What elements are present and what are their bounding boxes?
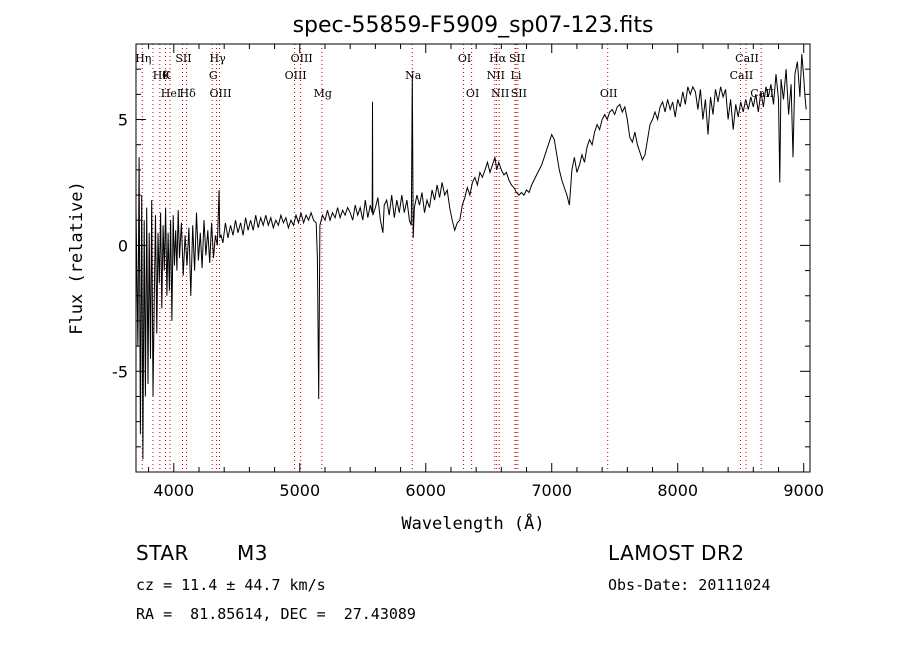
marker-label: NII xyxy=(487,69,505,82)
object-class: STAR xyxy=(136,541,189,565)
marker-label: Na xyxy=(405,69,422,82)
object-subclass: M3 xyxy=(237,541,268,565)
x-tick-label: 4000 xyxy=(153,481,194,500)
coordinates: RA = 81.85614, DEC = 27.43089 xyxy=(136,605,416,623)
observation-date: Obs-Date: 20111024 xyxy=(608,576,771,594)
spectral-line-markers: HηHθKHeISIIHδGHγOIIIOIIIOIIIMgNaOIOINIIH… xyxy=(135,44,774,472)
marker-label: OIII xyxy=(209,87,231,100)
marker-label: OIII xyxy=(285,69,307,82)
marker-label: CaII xyxy=(735,52,759,65)
y-tick-label: -5 xyxy=(112,362,128,381)
marker-label: OI xyxy=(466,87,479,100)
spectrum-line xyxy=(135,54,807,460)
marker-label: Hδ xyxy=(180,87,197,100)
marker-label: Hα xyxy=(489,52,507,65)
marker-label: OIII xyxy=(291,52,313,65)
marker-label: CaII xyxy=(730,69,754,82)
marker-label: HeI xyxy=(161,87,181,100)
x-tick-label: 7000 xyxy=(531,481,572,500)
y-tick-label: 0 xyxy=(118,236,128,255)
marker-label: SII xyxy=(509,52,525,65)
chart-title: spec-55859-F5909_sp07-123.fits xyxy=(293,13,654,38)
x-tick-label: 5000 xyxy=(279,481,320,500)
axes: 4000 5000 6000 7000 8000 9000 -5 0 5 xyxy=(112,43,824,500)
marker-label: OI xyxy=(458,52,471,65)
marker-label: Hη xyxy=(135,52,151,65)
marker-label: Li xyxy=(511,69,522,82)
marker-label: NII xyxy=(491,87,509,100)
marker-label: G xyxy=(209,69,218,82)
marker-label: OII xyxy=(600,87,618,100)
x-tick-label: 9000 xyxy=(783,481,824,500)
marker-label: Mg xyxy=(314,87,332,100)
marker-label: SII xyxy=(511,87,527,100)
marker-label: SII xyxy=(175,52,191,65)
x-tick-label: 6000 xyxy=(405,481,446,500)
redshift-velocity: cz = 11.4 ± 44.7 km/s xyxy=(136,576,326,594)
x-tick-label: 8000 xyxy=(657,481,698,500)
marker-label: K xyxy=(162,69,171,82)
y-axis-label: Flux (relative) xyxy=(67,181,87,335)
y-tick-label: 5 xyxy=(118,111,128,130)
marker-label: Hγ xyxy=(210,52,227,65)
x-axis-label: Wavelength (Å) xyxy=(401,512,544,534)
plot-frame xyxy=(135,43,811,473)
survey-name: LAMOST DR2 xyxy=(608,541,745,565)
